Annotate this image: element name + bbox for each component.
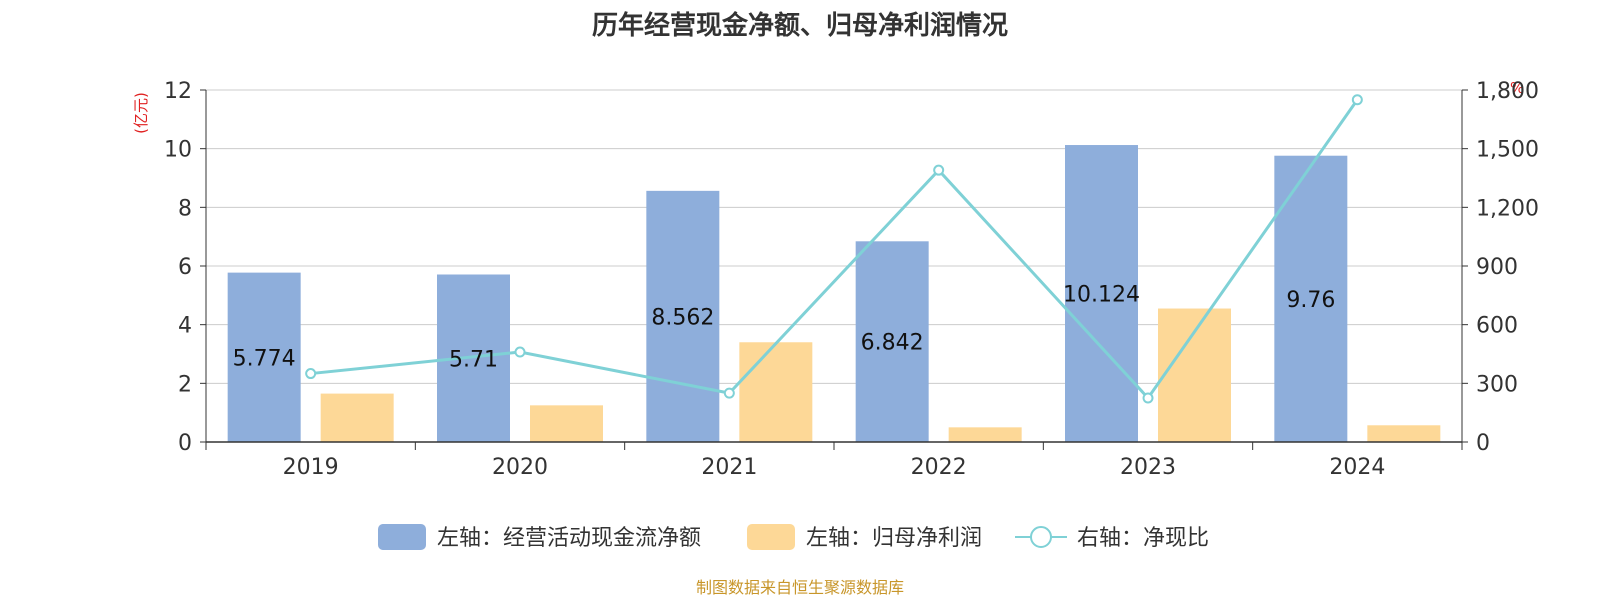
legend-swatch-profit — [747, 524, 795, 550]
data-label-cashflow: 8.562 — [651, 305, 714, 330]
bar-profit — [739, 342, 813, 442]
footer-source: 制图数据来自恒生聚源数据库 — [696, 578, 904, 597]
left-tick-label: 2 — [178, 372, 192, 397]
axes: 0 0 2 300 4 600 6 900 8 1,200 10 1,500 12 1,800 2019 20… — [164, 79, 1539, 480]
bar-profit — [530, 405, 603, 442]
x-tick-label: 2022 — [911, 455, 967, 480]
right-tick-label: 0 — [1476, 431, 1490, 456]
right-tick-label: 600 — [1476, 314, 1518, 339]
grid-lines — [206, 89, 1462, 384]
bar-cashflow — [855, 241, 929, 442]
data-label-cashflow: 10.124 — [1063, 283, 1140, 308]
x-tick-label: 2024 — [1329, 455, 1385, 480]
bar-cashflow — [1274, 155, 1348, 442]
right-tick-label: 1,200 — [1476, 196, 1539, 221]
legend-swatch-cashflow — [378, 524, 426, 550]
ratio-point — [514, 346, 526, 358]
ratio-line — [305, 94, 1363, 404]
legend-label-cashflow: 左轴：经营活动现金流净额 — [437, 526, 701, 551]
ratio-point — [1142, 392, 1154, 404]
legend-label-ratio: 右轴：净现比 — [1077, 526, 1209, 551]
x-tick-label: 2021 — [701, 455, 757, 480]
ratio-line-path — [310, 98, 1359, 401]
bar-cashflow — [1065, 145, 1138, 442]
legend: 左轴：经营活动现金流净额 左轴：归母净利润 右轴：净现比 — [378, 524, 1209, 551]
legend-swatch-ratio-marker — [1030, 526, 1052, 548]
data-label-cashflow: 9.76 — [1286, 288, 1335, 313]
data-label-cashflow: 5.774 — [233, 346, 296, 371]
x-tick-label: 2023 — [1120, 455, 1176, 480]
bar-profit — [1367, 425, 1441, 442]
data-label-cashflow: 6.842 — [861, 331, 924, 356]
left-tick-label: 12 — [164, 79, 192, 104]
ratio-point — [723, 387, 735, 399]
x-tick-label: 2020 — [492, 455, 548, 480]
data-label-cashflow: 5.71 — [449, 347, 498, 372]
left-tick-label: 4 — [178, 314, 192, 339]
bar-cashflow — [646, 190, 720, 442]
right-tick-label: 900 — [1476, 255, 1518, 280]
left-tick-label: 0 — [178, 431, 192, 456]
bar-profit — [948, 427, 1022, 442]
right-tick-label: 300 — [1476, 372, 1518, 397]
left-tick-label: 6 — [178, 255, 192, 280]
bar-profit — [320, 393, 394, 442]
x-tick-label: 2019 — [283, 455, 339, 480]
right-tick-label: 1,500 — [1476, 138, 1539, 163]
right-tick-label: 1,800 — [1476, 79, 1539, 104]
chart-title: 历年经营现金净额、归母净利润情况 — [592, 10, 1008, 41]
legend-label-profit: 左轴：归母净利润 — [806, 526, 982, 551]
bars — [227, 145, 1441, 442]
bar-cashflow — [227, 272, 301, 442]
ratio-point — [305, 368, 317, 380]
right-axis-unit: % — [1510, 79, 1524, 97]
bar-profit — [1158, 308, 1231, 442]
left-tick-label: 10 — [164, 138, 192, 163]
ratio-point — [933, 164, 945, 176]
left-axis-unit: (亿元) — [132, 92, 150, 134]
ratio-point — [1351, 94, 1363, 106]
data-labels: 5.774 5.71 8.562 6.842 10.124 9.76 — [233, 283, 1336, 373]
left-tick-label: 8 — [178, 196, 192, 221]
